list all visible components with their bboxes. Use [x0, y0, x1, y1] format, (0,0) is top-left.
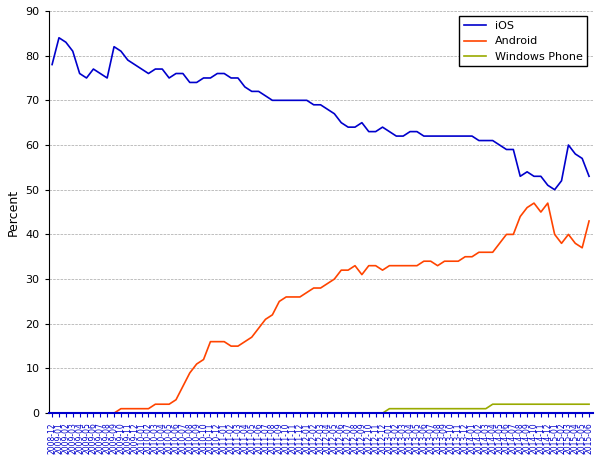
iOS [269, 98, 276, 103]
Android [262, 317, 269, 322]
Windows Phone [49, 410, 56, 416]
Android [441, 259, 448, 264]
Android [49, 410, 56, 416]
Line: iOS: iOS [52, 38, 589, 190]
Windows Phone [358, 410, 365, 416]
Windows Phone [179, 410, 186, 416]
Y-axis label: Percent: Percent [7, 189, 20, 236]
iOS [49, 62, 56, 67]
Android [585, 218, 593, 224]
Android [193, 361, 200, 367]
Android [179, 384, 186, 389]
iOS [551, 187, 558, 193]
Line: Windows Phone: Windows Phone [52, 404, 589, 413]
iOS [585, 173, 593, 179]
Windows Phone [441, 406, 448, 412]
Android [530, 201, 537, 206]
Windows Phone [489, 402, 496, 407]
Line: Android: Android [52, 203, 589, 413]
Windows Phone [262, 410, 269, 416]
Android [269, 312, 276, 318]
iOS [365, 129, 373, 134]
Windows Phone [193, 410, 200, 416]
iOS [276, 98, 283, 103]
Windows Phone [269, 410, 276, 416]
iOS [448, 133, 455, 139]
Windows Phone [585, 402, 593, 407]
iOS [186, 80, 194, 85]
iOS [200, 75, 207, 81]
Legend: iOS, Android, Windows Phone: iOS, Android, Windows Phone [459, 17, 587, 66]
Android [358, 272, 365, 278]
iOS [55, 35, 63, 41]
